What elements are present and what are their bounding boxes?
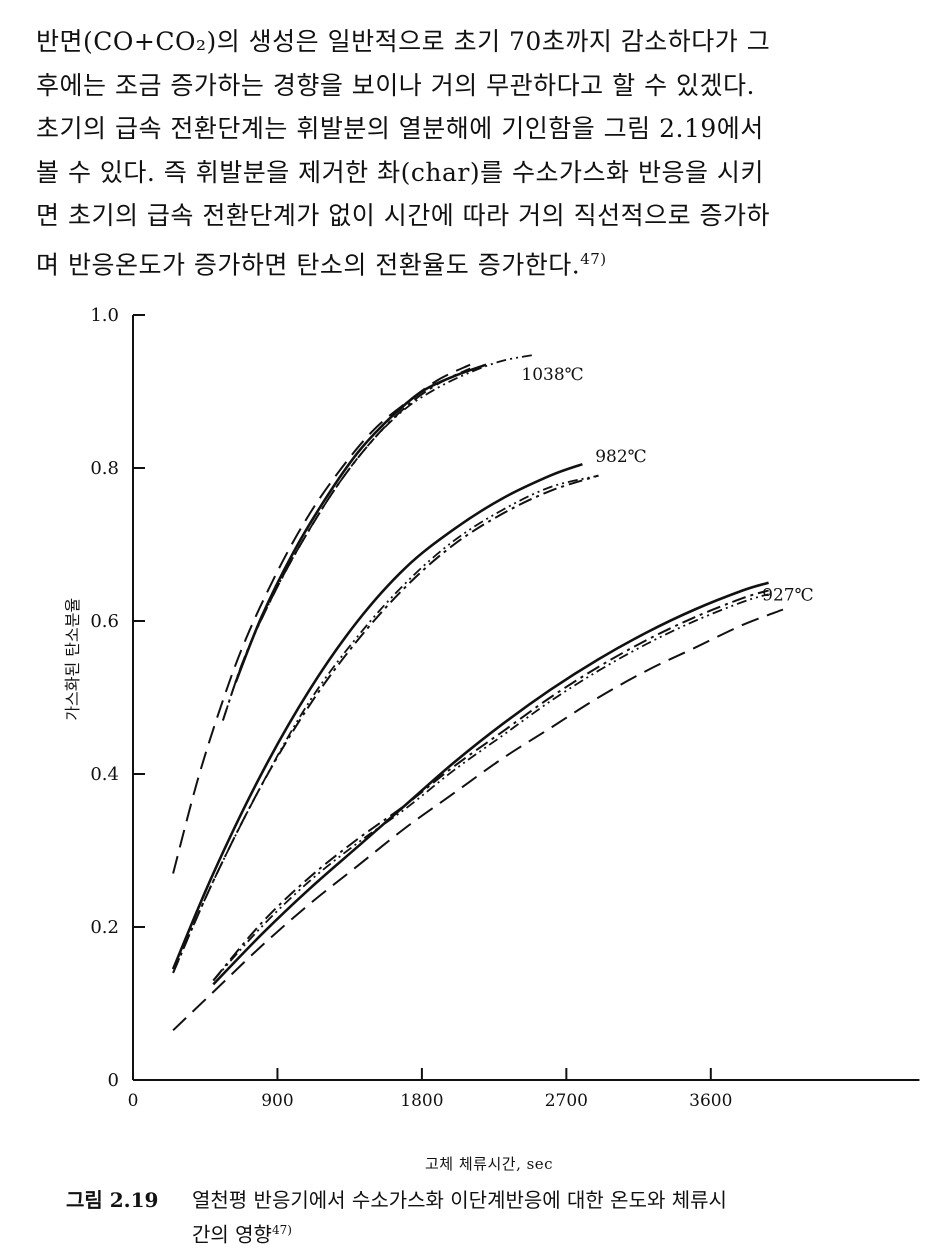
- series-line: [234, 363, 487, 683]
- y-tick-label: 0.4: [90, 764, 119, 785]
- figure-label: 그림 2.19: [66, 1188, 159, 1212]
- paragraph-line: 초기의 급속 전환단계는 휘발분의 열분해에 기인함을 그림 2.19에서: [36, 114, 764, 143]
- chart-series: [171, 353, 784, 1032]
- x-tick-label: 1800: [400, 1091, 443, 1111]
- chart-annotations: 1038℃ 982℃ 927℃: [521, 365, 813, 605]
- series-line: [212, 593, 769, 982]
- y-tick-label: 0: [108, 1070, 119, 1091]
- series-line: [172, 608, 784, 1032]
- figure-caption: 그림 2.19 열천평 반응기에서 수소가스화 이단계반응에 대한 온도와 체류…: [66, 1185, 896, 1250]
- caption-text: 간의 영향: [192, 1222, 272, 1247]
- series-line: [212, 589, 769, 982]
- caption-reference: 47): [271, 1223, 292, 1237]
- y-axis-label: 가스화된 탄소분율: [63, 598, 82, 721]
- caption-line-2: 간의 영향47): [66, 1215, 896, 1250]
- paragraph-line-last: 며 반응온도가 증가하면 탄소의 전환율도 증가한다.47): [36, 238, 896, 287]
- reference-marker: 47): [580, 249, 607, 268]
- y-tick-label: 1.0: [90, 305, 119, 326]
- paragraph-line: 볼 수 있다. 즉 휘발분을 제거한 촤(char)를 수소가스화 반응을 시키: [36, 157, 764, 187]
- x-tick-label: 0: [128, 1091, 139, 1111]
- caption-line: 열천평 반응기에서 수소가스화 이단계반응에 대한 온도와 체류시: [192, 1188, 727, 1212]
- conversion-chart: 0 0.2 0.4 0.6 0.8 1.0 0 900 1800 2700 3600 가스화된 탄소분…: [63, 305, 920, 1111]
- x-tick-label: 900: [261, 1091, 293, 1111]
- series-annotation: 927℃: [762, 585, 813, 605]
- paragraph-text: 며 반응온도가 증가하면 탄소의 전환율도 증가한다.: [36, 249, 581, 279]
- chart-axes: 0 0.2 0.4 0.6 0.8 1.0 0 900 1800 2700 3600 가스화된 탄소분…: [63, 305, 920, 1111]
- series-annotation: 982℃: [595, 447, 646, 467]
- x-tick-label: 3600: [689, 1091, 732, 1111]
- paragraph-line: 면 초기의 급속 전환단계가 없이 시간에 따라 거의 직선적으로 증가하: [36, 201, 771, 230]
- series-line: [171, 462, 583, 970]
- x-tick-label: 2700: [545, 1091, 588, 1111]
- series-annotation: 1038℃: [521, 365, 583, 385]
- series-line: [212, 581, 769, 986]
- x-axis-label: 고체 체류시간, sec: [425, 1155, 554, 1173]
- series-line: [222, 353, 535, 721]
- paragraph-line: 반면(CO+CO₂)의 생성은 일반적으로 초기 70초까지 감소하다가 그: [36, 27, 771, 56]
- y-tick-label: 0.8: [90, 458, 119, 479]
- series-line: [172, 474, 599, 974]
- y-tick-label: 0.6: [90, 611, 119, 632]
- body-paragraph: 반면(CO+CO₂)의 생성은 일반적으로 초기 70초까지 감소하다가 그 후…: [36, 20, 896, 286]
- series-line: [172, 474, 599, 974]
- paragraph-line: 후에는 조금 증가하는 경향을 보이나 거의 무관하다고 할 수 있겠다.: [36, 70, 755, 100]
- series-line: [172, 363, 471, 874]
- y-tick-label: 0.2: [90, 917, 119, 938]
